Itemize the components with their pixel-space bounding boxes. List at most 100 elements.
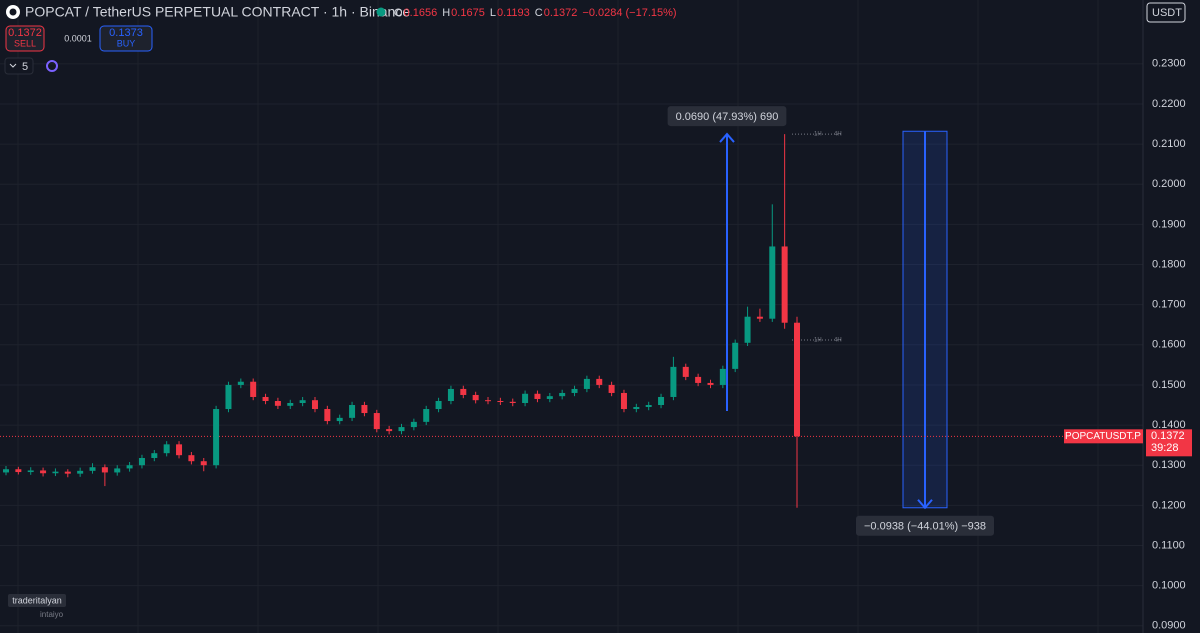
y-tick-label: 0.1800 bbox=[1152, 258, 1186, 270]
legend-value: 0.1372 bbox=[544, 7, 578, 19]
candle-body bbox=[707, 382, 714, 385]
candle-body bbox=[163, 444, 170, 454]
symbol-tag-box bbox=[1064, 429, 1143, 444]
candle-body bbox=[410, 421, 417, 428]
candle-body bbox=[620, 392, 627, 410]
candle-body bbox=[497, 400, 504, 402]
candle-body bbox=[509, 401, 516, 404]
candle-body bbox=[213, 409, 220, 466]
level-label: 4H bbox=[834, 338, 842, 344]
candle-body bbox=[64, 471, 71, 474]
candle-body bbox=[534, 393, 541, 399]
candle-body bbox=[3, 469, 9, 473]
watermark: traderitalyan bbox=[12, 595, 62, 605]
candle-body bbox=[744, 316, 751, 343]
sell-button[interactable] bbox=[5, 25, 45, 52]
candle-body bbox=[633, 407, 640, 410]
candle-body bbox=[77, 470, 84, 474]
y-tick-label: 0.2300 bbox=[1152, 58, 1186, 70]
level-label: 4H bbox=[834, 132, 842, 138]
legend-value: 0.1193 bbox=[497, 7, 530, 19]
sell-price: 0.1372 bbox=[8, 27, 42, 39]
candle-body bbox=[423, 409, 430, 422]
candle-body bbox=[15, 469, 22, 473]
measure-label-text: 0.0690 (47.93%) 690 bbox=[676, 111, 779, 123]
y-tick-label: 0.1000 bbox=[1152, 580, 1186, 592]
candle-body bbox=[151, 453, 158, 458]
candle-body bbox=[571, 388, 578, 393]
candle-body bbox=[311, 400, 318, 410]
y-tick-label: 0.0900 bbox=[1152, 620, 1186, 632]
candle-body bbox=[287, 403, 294, 406]
candle-body bbox=[472, 394, 479, 401]
measure-label-box bbox=[667, 106, 787, 127]
candle-body bbox=[447, 388, 454, 401]
y-tick-label: 0.1600 bbox=[1152, 339, 1186, 351]
countdown: 39:28 bbox=[1151, 442, 1179, 454]
candle-body bbox=[138, 457, 145, 466]
candle-body bbox=[596, 378, 603, 385]
price-tag-box bbox=[1146, 429, 1192, 457]
candle-body bbox=[299, 400, 306, 404]
market-status bbox=[376, 7, 386, 17]
candle-body bbox=[237, 381, 244, 385]
level-label: 1H bbox=[814, 132, 822, 138]
candle-body bbox=[583, 378, 590, 389]
candle-body bbox=[52, 471, 59, 474]
measure-label-text: −0.0938 (−44.01%) −938 bbox=[864, 521, 986, 533]
y-tick-label: 0.2200 bbox=[1152, 98, 1186, 110]
candle-body bbox=[460, 388, 467, 395]
candle-body bbox=[695, 376, 702, 383]
candle-body bbox=[114, 468, 121, 473]
candle-body bbox=[262, 396, 269, 401]
candle-body bbox=[559, 392, 566, 397]
y-tick-label: 0.1300 bbox=[1152, 459, 1186, 471]
chevron bbox=[9, 63, 17, 68]
candle-body bbox=[732, 342, 739, 369]
candle-body bbox=[781, 246, 788, 323]
symbol-tag: POPCATUSDT.P bbox=[1065, 431, 1141, 442]
candle-body bbox=[89, 467, 96, 471]
candle-body bbox=[101, 467, 108, 473]
candle-body bbox=[225, 384, 232, 410]
candle-body bbox=[485, 400, 492, 402]
sync-icon bbox=[46, 60, 58, 72]
sell-label: SELL bbox=[14, 38, 36, 48]
legend-key: O bbox=[394, 7, 403, 19]
indicator-count: 5 bbox=[22, 61, 28, 73]
y-tick-label: 0.1700 bbox=[1152, 299, 1186, 311]
y-tick-label: 0.1500 bbox=[1152, 379, 1186, 391]
price-tag: 0.1372 bbox=[1151, 430, 1185, 442]
y-tick-label: 0.1100 bbox=[1152, 539, 1185, 551]
candle-body bbox=[522, 393, 529, 404]
legend-key: C bbox=[535, 7, 543, 19]
candle-body bbox=[398, 427, 405, 432]
buy-button[interactable] bbox=[99, 25, 153, 52]
candle-body bbox=[349, 405, 356, 418]
symbol-logo bbox=[9, 8, 17, 16]
currency-button[interactable] bbox=[1146, 2, 1186, 23]
y-tick-label: 0.1400 bbox=[1152, 419, 1186, 431]
arrow-head bbox=[917, 499, 933, 510]
legend-key: L bbox=[490, 7, 496, 19]
candle-body bbox=[200, 461, 207, 466]
candle-body bbox=[794, 322, 800, 437]
measure-label: −0.0938 (−44.01%) −938 bbox=[855, 515, 995, 536]
y-tick-label: 0.1900 bbox=[1152, 218, 1186, 230]
candle-body bbox=[670, 366, 677, 397]
candle-body bbox=[682, 366, 689, 377]
candle-body bbox=[719, 368, 726, 385]
y-tick-label: 0.1200 bbox=[1152, 499, 1186, 511]
legend-value: 0.1675 bbox=[451, 7, 485, 19]
candle-body bbox=[373, 413, 380, 430]
candle-body bbox=[188, 455, 195, 462]
indicator-toggle[interactable] bbox=[4, 57, 34, 75]
candle-body bbox=[27, 470, 34, 473]
arrow-head bbox=[719, 132, 735, 143]
candle-body bbox=[435, 400, 442, 410]
buy-price: 0.1373 bbox=[109, 27, 143, 39]
y-tick-label: 0.2000 bbox=[1152, 178, 1186, 190]
candle-body bbox=[176, 444, 183, 456]
